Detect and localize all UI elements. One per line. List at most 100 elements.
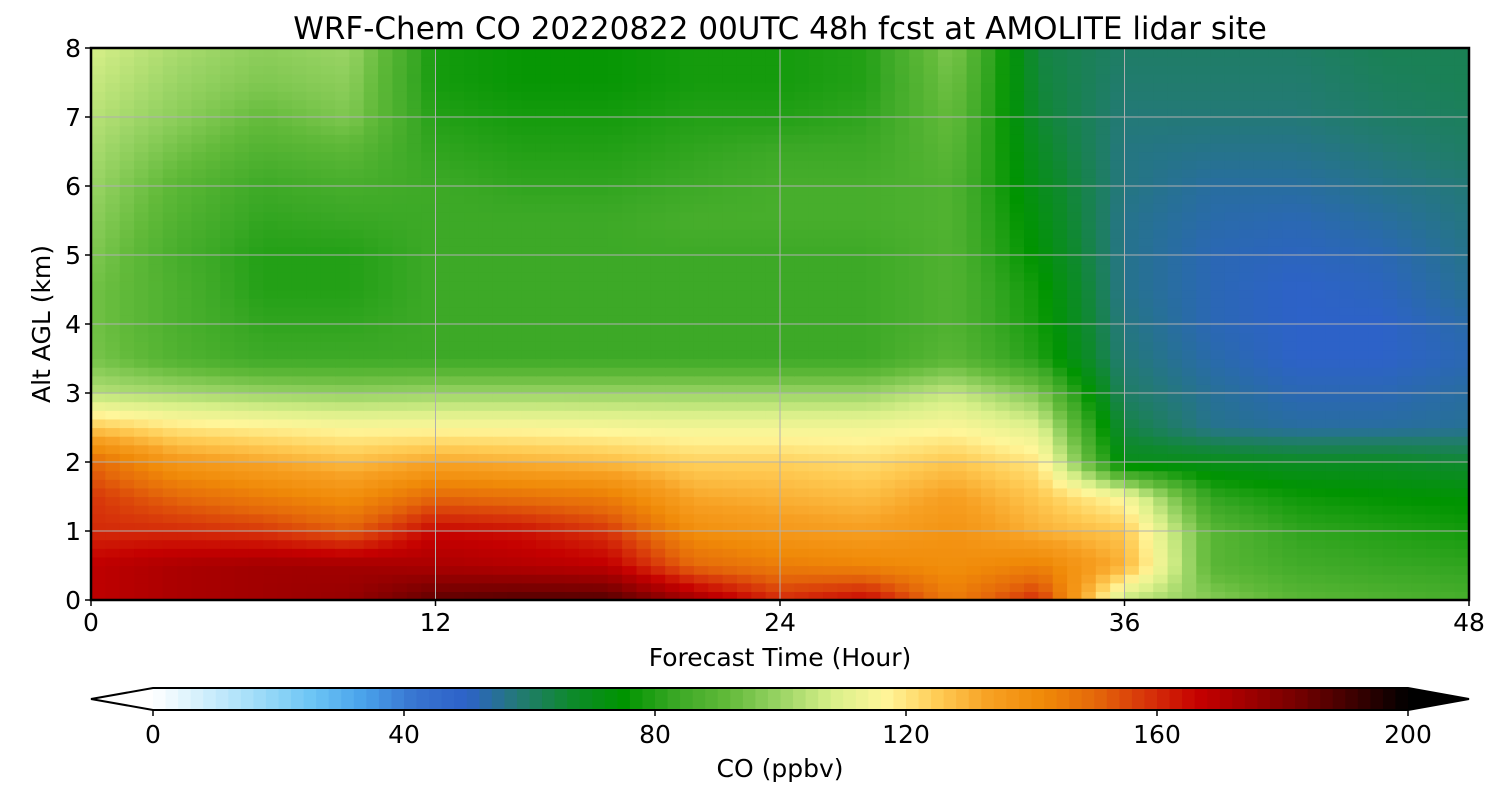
heatmap-cell [220,255,236,265]
heatmap-cell [966,246,982,256]
heatmap-cell [306,531,322,541]
heatmap-cell [995,280,1011,291]
heatmap-cell [320,375,336,385]
heatmap-cell [162,418,178,429]
heatmap-cell [995,160,1011,170]
heatmap-cell [909,280,925,291]
heatmap-cell [966,332,982,342]
heatmap-cell [1425,591,1441,600]
heatmap-cell [191,539,207,549]
heatmap-cell [378,548,394,558]
heatmap-cell [1397,375,1413,385]
heatmap-cell [507,574,523,584]
heatmap-cell [1239,358,1255,368]
heatmap-cell [205,280,221,291]
heatmap-cell [406,479,422,489]
heatmap-cell [521,211,537,222]
heatmap-cell [148,324,164,334]
heatmap-cell [1181,358,1197,368]
heatmap-cell [650,418,666,429]
heatmap-cell [1311,237,1327,247]
heatmap-cell [909,229,925,239]
heatmap-cell [435,151,451,161]
heatmap-cell [478,306,494,316]
heatmap-cell [177,177,193,187]
heatmap-cell [177,289,193,299]
heatmap-cell [1425,531,1441,541]
heatmap-cell [1325,470,1341,480]
heatmap-cell [1224,591,1240,600]
heatmap-cell [952,574,968,584]
heatmap-cell [722,591,738,600]
heatmap-cell [306,168,322,178]
heatmap-cell [794,246,810,256]
heatmap-cell [248,315,264,325]
heatmap-cell [808,306,824,316]
heatmap-cell [1425,349,1441,360]
heatmap-cell [1153,332,1169,342]
heatmap-cell [1210,203,1226,213]
heatmap-cell [1110,263,1126,273]
heatmap-cell [105,470,121,480]
heatmap-cell [277,211,293,222]
heatmap-cell [722,194,738,204]
heatmap-cell [622,367,638,377]
heatmap-cell [1124,246,1140,256]
heatmap-cell [1325,453,1341,463]
heatmap-cell [234,332,250,342]
heatmap-cell [1167,522,1183,532]
heatmap-cell [421,444,437,454]
heatmap-cell [909,548,925,558]
heatmap-cell [1052,151,1068,161]
heatmap-cell [1024,229,1039,239]
heatmap-cell [1009,565,1025,575]
heatmap-cell [378,496,394,506]
heatmap-cell [148,444,164,454]
heatmap-cell [765,177,781,187]
heatmap-cell [1138,436,1154,446]
heatmap-cell [1253,211,1269,222]
heatmap-cell [1311,246,1327,256]
heatmap-cell [952,203,968,213]
heatmap-cell [1067,186,1083,196]
heatmap-cell [1296,168,1312,178]
heatmap-cell [1167,479,1183,489]
heatmap-cell [478,211,494,222]
heatmap-cell [1095,393,1111,403]
heatmap-cell [1167,349,1183,360]
heatmap-cell [808,237,824,247]
heatmap-cell [421,229,437,239]
heatmap-cell [708,177,724,187]
heatmap-cell [622,298,638,308]
heatmap-cell [636,453,652,463]
heatmap-cell [1138,315,1154,325]
heatmap-cell [162,565,178,575]
heatmap-cell [363,367,379,377]
heatmap-cell [1224,522,1240,532]
heatmap-cell [464,401,480,411]
heatmap-cell [162,151,178,161]
heatmap-cell [220,324,236,334]
heatmap-cell [736,591,752,600]
heatmap-cell [679,462,695,472]
heatmap-cell [177,194,193,204]
heatmap-cell [679,315,695,325]
heatmap-cell [650,496,666,506]
heatmap-cell [134,496,150,506]
heatmap-cell [765,436,781,446]
heatmap-cell [421,306,437,316]
heatmap-cell [980,358,996,368]
heatmap-cell [1210,462,1226,472]
heatmap-cell [1339,315,1355,325]
heatmap-cell [478,168,494,178]
heatmap-cell [1009,582,1025,592]
heatmap-cell [1454,194,1469,204]
heatmap-cell [1440,410,1456,420]
heatmap-cell [105,142,121,153]
heatmap-cell [636,220,652,230]
heatmap-cell [679,487,695,498]
heatmap-cell [248,582,264,592]
heatmap-cell [607,255,623,265]
heatmap-cell [91,375,106,385]
heatmap-cell [363,280,379,291]
